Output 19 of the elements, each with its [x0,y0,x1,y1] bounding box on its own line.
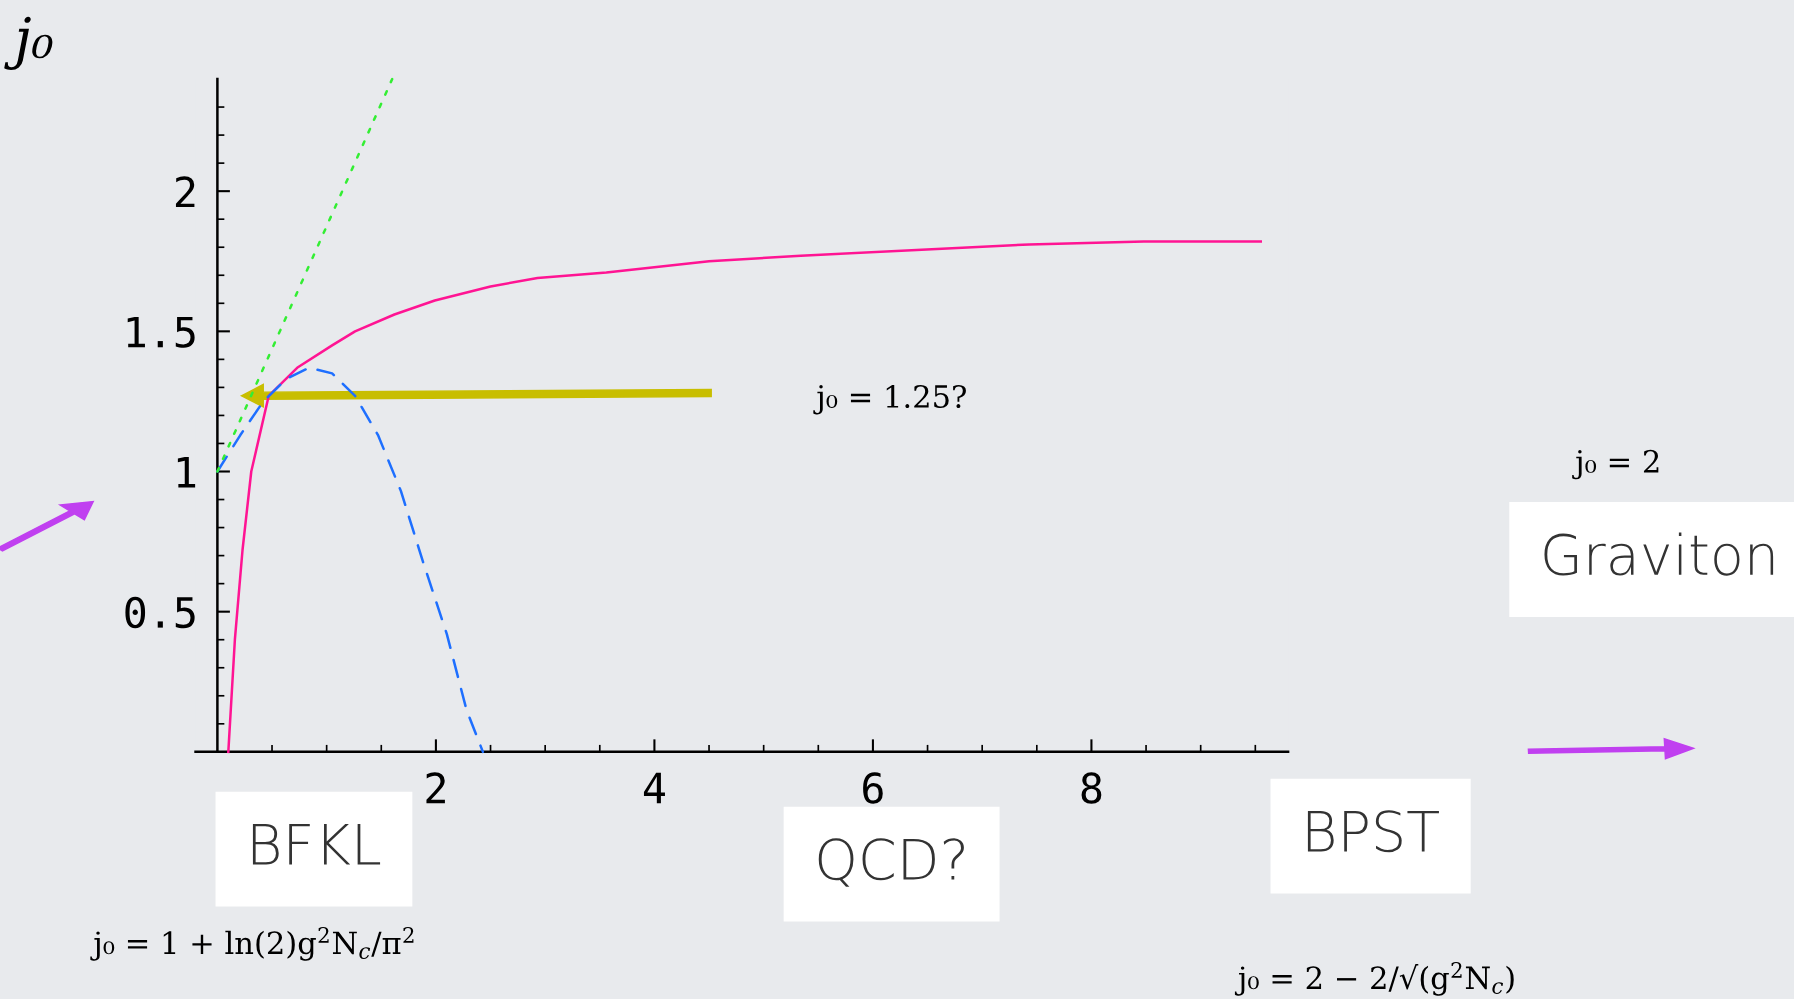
y-axis-title: j₀ [4,16,53,70]
y-tick-label: 0.5 [125,596,195,629]
x-tick-label: 6 [863,772,883,804]
x-tick-label: 8 [1081,772,1102,804]
y-tick-label: 1.5 [127,316,195,348]
y-tick-label: 1 [177,457,196,488]
text: QCD? [818,838,964,887]
annotation: j₀ = 1.25? [813,384,966,415]
y-tick-label: 2 [175,176,195,208]
x-tick-label: 2 [426,772,445,804]
text: Graviton [1544,532,1774,576]
line-series [216,366,485,754]
text: j₀ = 1 + ln(2)g$^{2}$N$_{c}$/π$^{2}$ [90,926,414,961]
text: j₀ = 2 [1572,449,1659,480]
text: j₀ = 2 − 2/√(g$^{2}$N$_{c}$) [1234,961,1514,996]
text: BFKL [252,823,381,865]
x-tick-label: 4 [643,772,665,804]
text: BPST [1307,810,1439,853]
line-series [227,240,1263,754]
